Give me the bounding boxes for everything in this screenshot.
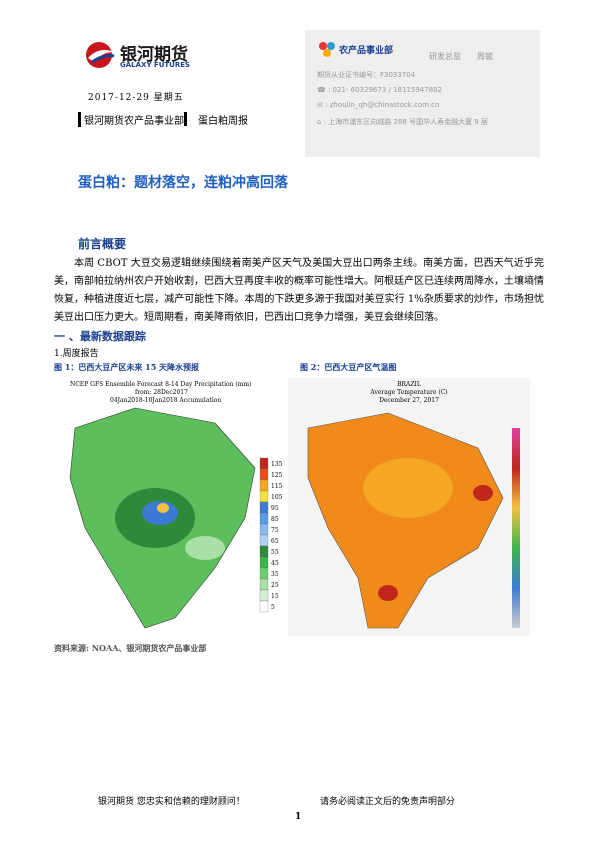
legend-swatch xyxy=(259,589,269,602)
legend-label: 45 xyxy=(271,560,279,567)
legend-swatch xyxy=(259,523,269,536)
logo-icon xyxy=(86,42,115,68)
contact-box: 农产品事业部 研发总监 周毓 期货从业证书编号：F3033704 ☎ : 021… xyxy=(305,30,540,157)
footer-left: 银河期货 您忠实和信赖的理财顾问！ xyxy=(98,797,245,807)
legend-swatch xyxy=(259,545,269,558)
legend-label: 125 xyxy=(271,472,283,479)
legend-label: 135 xyxy=(271,461,283,468)
contact-name: 周毓 xyxy=(477,52,493,61)
map1-range: 04Jan2018-10Jan2018 Accumulation xyxy=(110,397,221,404)
legend-swatch xyxy=(259,501,269,514)
legend-swatch xyxy=(259,567,269,580)
contact-icon xyxy=(319,42,335,57)
contact-role: 研发总监 xyxy=(429,52,461,61)
fig2-caption: 图 2：巴西大豆产区气温图 xyxy=(300,362,397,372)
legend-swatch xyxy=(259,600,269,613)
map2-date: December 27, 2017 xyxy=(379,397,439,404)
source: 资料来源: NOAA、银河期货农产品事业部 xyxy=(54,643,207,653)
legend-label: 75 xyxy=(271,527,279,534)
legend-label: 15 xyxy=(271,593,279,600)
legend-swatch xyxy=(259,578,269,591)
legend-label: 5 xyxy=(271,604,275,611)
legend-swatch xyxy=(259,479,269,492)
legend-label: 25 xyxy=(271,582,279,589)
map1-title: NCEP GFS Ensemble Forecast 8-14 Day Prec… xyxy=(70,381,251,388)
map2-legend xyxy=(512,428,520,628)
legend-label: 35 xyxy=(271,571,279,578)
contact-phone: ☎ : 021- 60329673 / 18115947882 xyxy=(317,86,443,94)
subheading: 1.周度报告 xyxy=(54,349,99,359)
legend-label: 55 xyxy=(271,549,279,556)
legend-label: 65 xyxy=(271,538,279,545)
legend-label: 105 xyxy=(271,494,283,501)
summary-text: 本周 CBOT 大豆交易逻辑继续围绕着南美产区天气及美国大豆出口两条主线。南美方… xyxy=(54,258,544,323)
phone: 021- 60329673 / 18115947882 xyxy=(332,86,443,94)
legend-swatch xyxy=(259,512,269,525)
map2: BRAZIL Average Temperature (C) December … xyxy=(288,378,530,636)
map2-subtitle: Average Temperature (C) xyxy=(369,389,447,396)
email: zhoulin_qh@chinastock.com.cn xyxy=(329,101,440,109)
map1-from: from: 28Dec2017 xyxy=(135,389,188,396)
footer-right: 请务必阅读正文后的免责声明部分 xyxy=(320,797,456,807)
map2-title: BRAZIL xyxy=(397,381,421,388)
section-heading: 一 、最新数据跟踪 xyxy=(54,330,146,343)
legend-label: 95 xyxy=(271,505,279,512)
logo-en: GALAXY FUTURES xyxy=(120,61,191,69)
divider xyxy=(184,112,187,126)
date: 2017-12-29 星期五 xyxy=(88,93,184,103)
page-number: 1 xyxy=(295,812,302,822)
address: 上海市浦东区向城路 288 号国华人寿金融大厦 9 层 xyxy=(328,118,488,126)
legend-label: 85 xyxy=(271,516,279,523)
doc-title: 蛋白粕：题材落空，连粕冲高回落 xyxy=(78,175,288,191)
legend-swatch xyxy=(259,490,269,503)
legend-swatch xyxy=(259,556,269,569)
legend-swatch xyxy=(259,457,269,470)
summary-heading: 前言概要 xyxy=(78,237,127,251)
contact-address: ⌂ : 上海市浦东区向城路 288 号国华人寿金融大厦 9 层 xyxy=(317,118,488,126)
contact-dept: 农产品事业部 xyxy=(339,46,394,56)
contact-email: ✉ : zhoulin_qh@chinastock.com.cn xyxy=(317,101,440,109)
legend-label: 115 xyxy=(271,483,283,490)
report-name: 蛋白粕周报 xyxy=(198,116,248,127)
fig1-caption: 图 1：巴西大豆产区未来 15 天降水预报 xyxy=(54,362,200,372)
legend-swatch xyxy=(259,534,269,547)
legend-swatch xyxy=(259,468,269,481)
logo-cn: 银河期货 xyxy=(120,45,188,65)
map1: NCEP GFS Ensemble Forecast 8-14 Day Prec… xyxy=(55,378,285,636)
dept: 银河期货农产品事业部 xyxy=(78,112,184,127)
contact-cert: 期货从业证书编号：F3033704 xyxy=(317,71,416,79)
